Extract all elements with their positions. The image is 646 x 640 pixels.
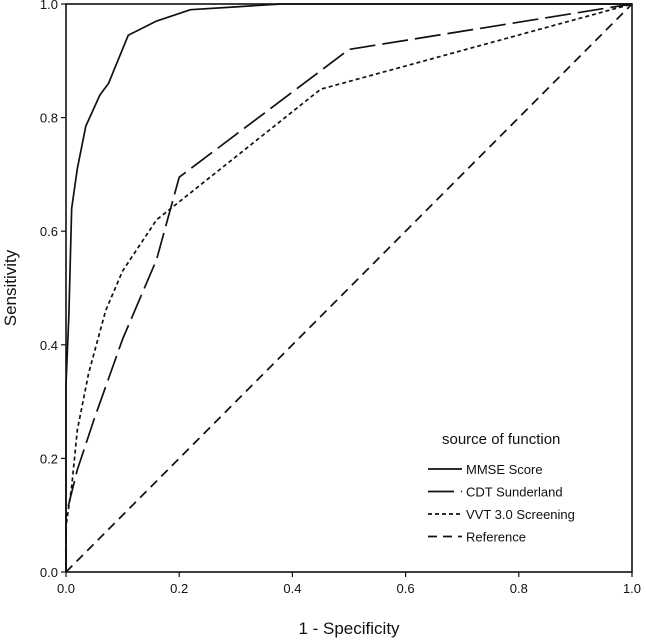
legend: source of function MMSE Score CDT Sunderl… xyxy=(428,431,575,545)
x-tick-label: 0.6 xyxy=(397,581,415,596)
legend-label-reference: Reference xyxy=(466,530,526,545)
legend-label-mmse-score: MMSE Score xyxy=(466,462,543,477)
y-tick-label: 0.8 xyxy=(40,111,58,126)
x-tick-label: 0.0 xyxy=(57,581,75,596)
y-axis: 0.0 0.2 0.4 0.6 0.8 1.0 xyxy=(40,0,66,580)
x-tick-label: 1.0 xyxy=(623,581,641,596)
y-tick-label: 0.2 xyxy=(40,451,58,466)
x-axis-title: 1 - Specificity xyxy=(298,619,400,638)
series-vvt-3-0-screening-line xyxy=(65,3,633,572)
x-tick-label: 0.4 xyxy=(283,581,301,596)
series-cdt-sunderland-line xyxy=(65,3,633,572)
legend-items: MMSE Score CDT Sunderland VVT 3.0 Screenin… xyxy=(428,462,575,545)
legend-label-vvt-3-0-screening: VVT 3.0 Screening xyxy=(466,507,575,522)
series-reference-line xyxy=(65,3,633,573)
x-tick-label: 0.8 xyxy=(510,581,528,596)
curves-layer xyxy=(65,3,633,573)
series-mmse-score-line xyxy=(65,3,632,572)
y-tick-label: 0.0 xyxy=(40,565,58,580)
y-tick-label: 0.4 xyxy=(40,338,58,353)
y-tick-label: 0.6 xyxy=(40,224,58,239)
x-tick-label: 0.2 xyxy=(170,581,188,596)
legend-label-cdt-sunderland: CDT Sunderland xyxy=(466,485,563,500)
legend-title: source of function xyxy=(442,431,560,448)
x-axis: 0.0 0.2 0.4 0.6 0.8 1.0 xyxy=(57,572,641,596)
y-tick-label: 1.0 xyxy=(40,0,58,12)
y-axis-title: Sensitivity xyxy=(1,249,20,326)
